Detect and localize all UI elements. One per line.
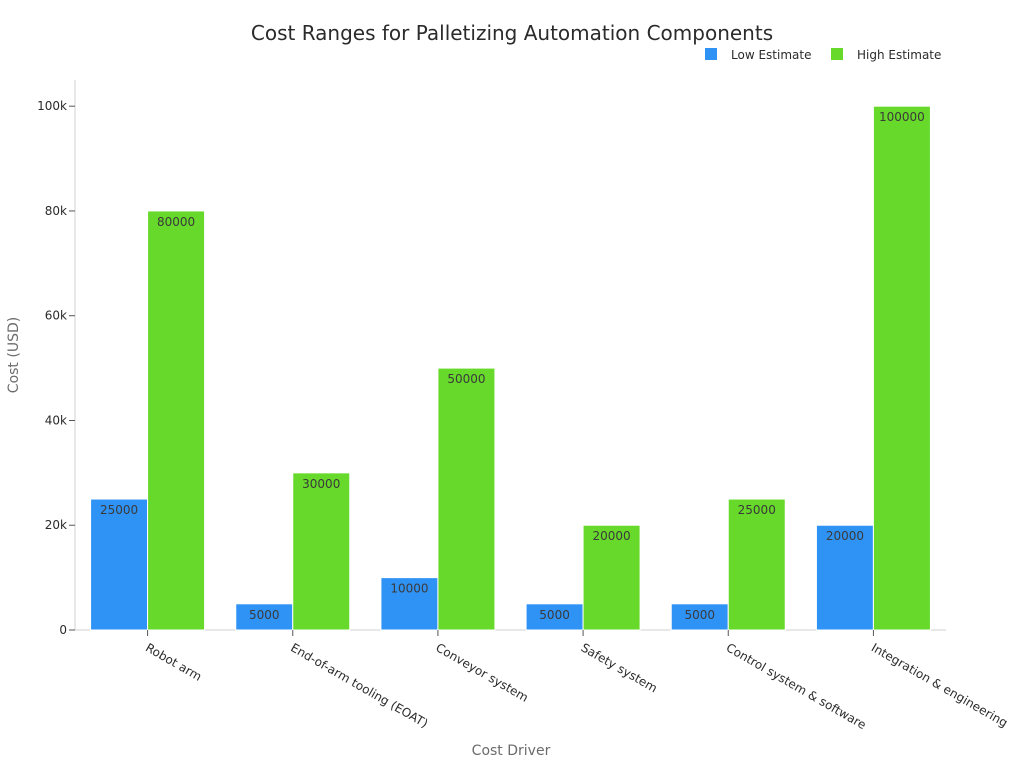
legend-label: Low Estimate xyxy=(731,48,811,62)
data-label: 80000 xyxy=(157,215,195,229)
plot-area: 0 20k 40k 60k 80k 100k 25000 80000 Robot arm 5000… xyxy=(37,80,1010,732)
data-label: 100000 xyxy=(879,110,925,124)
x-tick-label: Safety system xyxy=(579,640,660,695)
bar-high-estimate xyxy=(292,472,351,631)
data-label: 20000 xyxy=(826,529,864,543)
x-tick-label: Robot arm xyxy=(143,640,204,683)
legend-swatch-high-estimate xyxy=(831,48,843,60)
y-tick-label: 40k xyxy=(45,413,67,427)
x-axis-title: Cost Driver xyxy=(472,743,551,759)
x-tick-label: Integration & engineering xyxy=(869,640,1010,730)
data-label: 20000 xyxy=(592,529,630,543)
data-label: 5000 xyxy=(249,608,280,622)
x-tick-label: Conveyor system xyxy=(433,640,530,704)
y-tick-label: 100k xyxy=(37,99,67,113)
bar-high-estimate xyxy=(437,367,496,631)
bar-low-estimate xyxy=(670,603,729,631)
data-label: 30000 xyxy=(302,477,340,491)
y-axis-title: Cost (USD) xyxy=(6,317,22,393)
bar-high-estimate xyxy=(872,105,931,631)
bar-low-estimate xyxy=(380,577,439,631)
legend-label: High Estimate xyxy=(857,48,941,62)
legend-swatch-low-estimate xyxy=(705,48,717,60)
data-label: 25000 xyxy=(100,503,138,517)
bar-high-estimate xyxy=(582,524,641,631)
bar-low-estimate xyxy=(815,524,874,631)
data-label: 5000 xyxy=(684,608,715,622)
y-tick-label: 20k xyxy=(45,518,67,532)
y-tick-label: 0 xyxy=(59,623,67,637)
x-tick-label: End-of-arm tooling (EOAT) xyxy=(288,640,430,730)
data-label: 10000 xyxy=(390,582,428,596)
x-tick-label: Control system & software xyxy=(724,640,869,732)
bar-low-estimate xyxy=(90,498,149,631)
chart-title: Cost Ranges for Palletizing Automation C… xyxy=(251,21,773,45)
y-tick-label: 80k xyxy=(45,204,67,218)
bar-high-estimate xyxy=(147,210,206,631)
data-label: 50000 xyxy=(447,372,485,386)
bar-high-estimate xyxy=(727,498,786,631)
y-tick-label: 60k xyxy=(45,309,67,323)
data-label: 5000 xyxy=(539,608,570,622)
legend: Low Estimate High Estimate xyxy=(705,48,941,62)
data-label: 25000 xyxy=(738,503,776,517)
